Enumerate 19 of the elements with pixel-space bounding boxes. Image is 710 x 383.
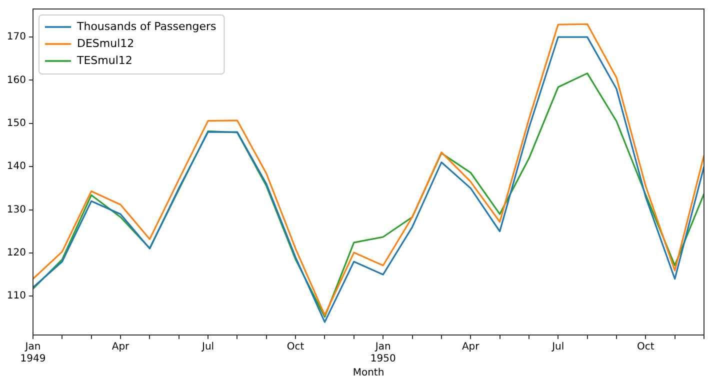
y-tick-label: 160 [6,74,26,86]
x-tick-label: Apr [112,342,130,353]
legend-label: Thousands of Passengers [76,20,216,33]
y-tick-label: 110 [6,290,26,302]
y-tick-label: 140 [6,161,26,172]
x-tick-label: Jul [551,342,564,353]
y-tick-label: 130 [6,204,26,216]
x-axis-title: Month [352,368,384,379]
y-tick-label: 150 [6,118,26,130]
x-tick-label: Jan 1949 [20,342,46,365]
legend-label: DESmul12 [77,36,134,50]
legend-label: TESmul12 [76,54,132,67]
x-tick-label: Oct [637,342,654,353]
x-tick-label: Oct [286,342,304,353]
x-tick-label: Jan 1950 [370,342,396,365]
y-tick-label: 170 [6,32,26,43]
x-tick-label: Apr [462,342,480,353]
x-tick-label: Jul [201,342,214,353]
y-tick-label: 120 [6,248,26,259]
